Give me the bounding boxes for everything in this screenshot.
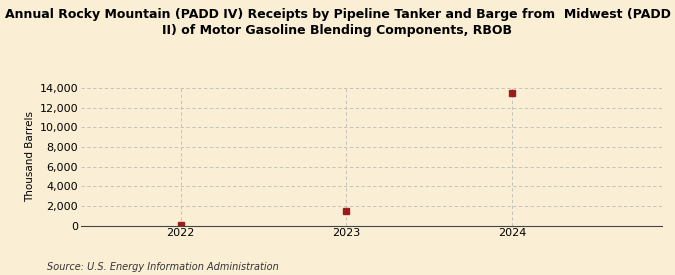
Text: Annual Rocky Mountain (PADD IV) Receipts by Pipeline Tanker and Barge from  Midw: Annual Rocky Mountain (PADD IV) Receipts… xyxy=(5,8,670,37)
Text: Source: U.S. Energy Information Administration: Source: U.S. Energy Information Administ… xyxy=(47,262,279,272)
Y-axis label: Thousand Barrels: Thousand Barrels xyxy=(26,111,35,202)
